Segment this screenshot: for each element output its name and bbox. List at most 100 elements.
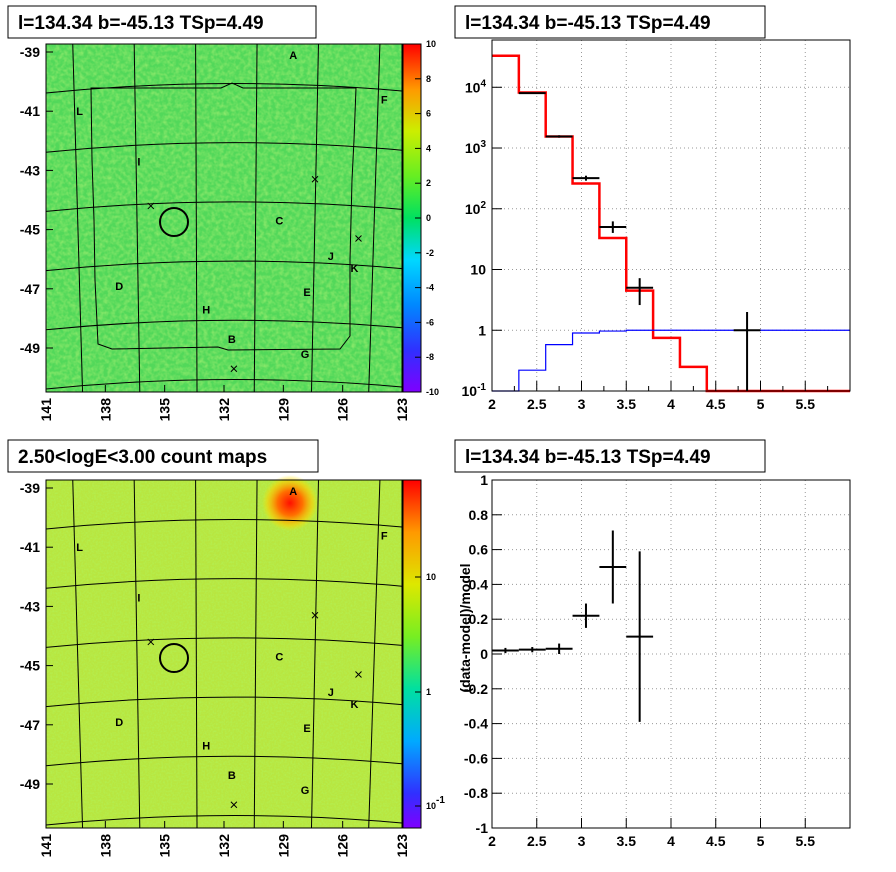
x-tick-label: 132 bbox=[216, 398, 232, 422]
y-tick-label: 1 bbox=[478, 322, 486, 338]
ts-map-roi-outline bbox=[90, 82, 357, 351]
longitude-line bbox=[253, 43, 258, 393]
y-tick-label: -43 bbox=[20, 598, 40, 614]
longitude-line bbox=[133, 43, 141, 393]
colorbar-tick-label: -10 bbox=[426, 387, 439, 397]
y-tick-label: -0.6 bbox=[464, 750, 488, 766]
ts-map-x-ticks: 141 138 135 132 129 126 123 bbox=[38, 385, 410, 421]
latitude-line bbox=[45, 142, 403, 153]
x-tick-label: 2 bbox=[488, 396, 496, 412]
count-map-title: 2.50<logE<3.00 count maps bbox=[18, 447, 267, 468]
x-tick-label: 4 bbox=[667, 396, 675, 412]
latitude-line bbox=[45, 637, 403, 648]
x-tick-label: 129 bbox=[275, 834, 291, 858]
latitude-line bbox=[45, 578, 403, 589]
y-tick-label: 102 bbox=[465, 200, 487, 217]
spectrum-series bbox=[492, 54, 850, 393]
source-label-h: H bbox=[202, 305, 210, 317]
x-tick-label: 2.5 bbox=[527, 833, 547, 849]
source-label-d: D bbox=[115, 717, 123, 729]
y-tick-label: 104 bbox=[465, 78, 487, 95]
source-marker bbox=[147, 202, 155, 210]
y-tick-label: -45 bbox=[20, 222, 40, 238]
x-tick-label: 2 bbox=[488, 833, 496, 849]
y-tick-label: -39 bbox=[20, 480, 40, 496]
latitude-line bbox=[45, 82, 403, 94]
residual-y-axis-label: (data-model)/model bbox=[457, 563, 473, 692]
y-tick-label: 0.6 bbox=[469, 542, 489, 558]
source-label-a: A bbox=[289, 50, 297, 62]
ts-map-title-box bbox=[7, 5, 317, 39]
x-tick-label: 126 bbox=[335, 398, 351, 422]
ts-map-source-labels: A F L I C J K D E H B G bbox=[76, 50, 388, 373]
latitude-line bbox=[45, 378, 403, 390]
longitude-line bbox=[253, 479, 258, 829]
source-label-b: B bbox=[228, 770, 236, 782]
x-tick-label: 2.5 bbox=[527, 396, 547, 412]
source-marker bbox=[311, 175, 319, 183]
y-tick-label: 0 bbox=[480, 646, 488, 662]
source-marker bbox=[355, 671, 362, 678]
colorbar-tick-label: 2 bbox=[426, 178, 431, 188]
count-map-title-box bbox=[7, 439, 319, 473]
source-label-g: G bbox=[301, 349, 310, 361]
count-map-y-ticks: -39 -41 -43 -45 -47 -49 bbox=[20, 480, 53, 792]
y-tick-label: -49 bbox=[20, 340, 40, 356]
count-map-coordinate-grid bbox=[45, 479, 403, 829]
longitude-line bbox=[72, 43, 84, 393]
y-tick-label: -41 bbox=[20, 539, 40, 555]
source-label-e: E bbox=[303, 723, 310, 735]
x-tick-label: 126 bbox=[335, 834, 351, 858]
colorbar-tick-label: 10-1 bbox=[426, 795, 445, 811]
x-tick-label: 3 bbox=[578, 833, 586, 849]
x-tick-label: 5.5 bbox=[796, 833, 816, 849]
residual-grid bbox=[491, 479, 850, 829]
source-marker bbox=[147, 638, 155, 646]
colorbar-tick-label: -4 bbox=[426, 283, 434, 293]
count-map-panel: A F L I C J K D E H B G -39 -41 -43 -45 -47 -49 141 138 13… bbox=[20, 475, 445, 858]
longitude-line bbox=[310, 43, 319, 393]
x-tick-label: 5 bbox=[757, 833, 765, 849]
count-map-source-labels: A F L I C J K D E H B G bbox=[76, 486, 388, 809]
residual-title: l=134.34 b=-45.13 TSp=4.49 bbox=[465, 447, 711, 468]
source-label-l: L bbox=[76, 106, 83, 118]
x-tick-label: 3.5 bbox=[617, 833, 637, 849]
y-tick-label: 0.8 bbox=[469, 507, 489, 523]
x-tick-label: 141 bbox=[38, 398, 54, 422]
colorbar-tick-label: 10 bbox=[426, 572, 436, 582]
source-label-j: J bbox=[328, 251, 334, 263]
x-tick-label: 4.5 bbox=[706, 396, 726, 412]
count-map-hotspot-a bbox=[262, 475, 318, 531]
latitude-line bbox=[45, 755, 403, 767]
source-label-b: B bbox=[228, 334, 236, 346]
x-tick-label: 123 bbox=[394, 834, 410, 858]
ts-colorbar-ticks: 10 8 6 4 2 0 -2 -4 -6 -8 -10 bbox=[415, 39, 439, 397]
y-tick-label: -39 bbox=[20, 44, 40, 60]
colorbar-tick-label: -2 bbox=[426, 248, 434, 258]
source-label-a: A bbox=[289, 486, 297, 498]
longitude-line bbox=[133, 479, 141, 829]
y-tick-label: 0.2 bbox=[469, 611, 489, 627]
ts-map-texture bbox=[46, 44, 402, 392]
source-marker bbox=[311, 611, 319, 619]
colorbar-tick-label: 6 bbox=[426, 109, 431, 119]
y-tick-label: -0.4 bbox=[464, 716, 488, 732]
x-tick-label: 3 bbox=[578, 396, 586, 412]
longitude-line bbox=[368, 479, 381, 829]
latitude-line bbox=[45, 319, 403, 331]
source-label-k: K bbox=[351, 699, 359, 711]
longitude-line bbox=[72, 479, 84, 829]
y-tick-label: -0.2 bbox=[464, 681, 488, 697]
y-tick-label: 103 bbox=[465, 139, 487, 156]
y-tick-label: 0.4 bbox=[469, 576, 489, 592]
ts-map-coordinate-grid bbox=[45, 43, 403, 393]
source-label-j: J bbox=[328, 687, 334, 699]
spectrum-panel: 2 2.5 3 3.5 4 4.5 5 5.5 10-1 1 10 102 103 104 bbox=[462, 39, 851, 412]
y-tick-label: -47 bbox=[20, 281, 40, 297]
source-label-k: K bbox=[351, 263, 359, 275]
x-tick-label: 135 bbox=[157, 834, 173, 858]
colorbar-tick-label: 8 bbox=[426, 74, 431, 84]
y-tick-label: -49 bbox=[20, 776, 40, 792]
colorbar-tick-label: 1 bbox=[426, 687, 431, 697]
